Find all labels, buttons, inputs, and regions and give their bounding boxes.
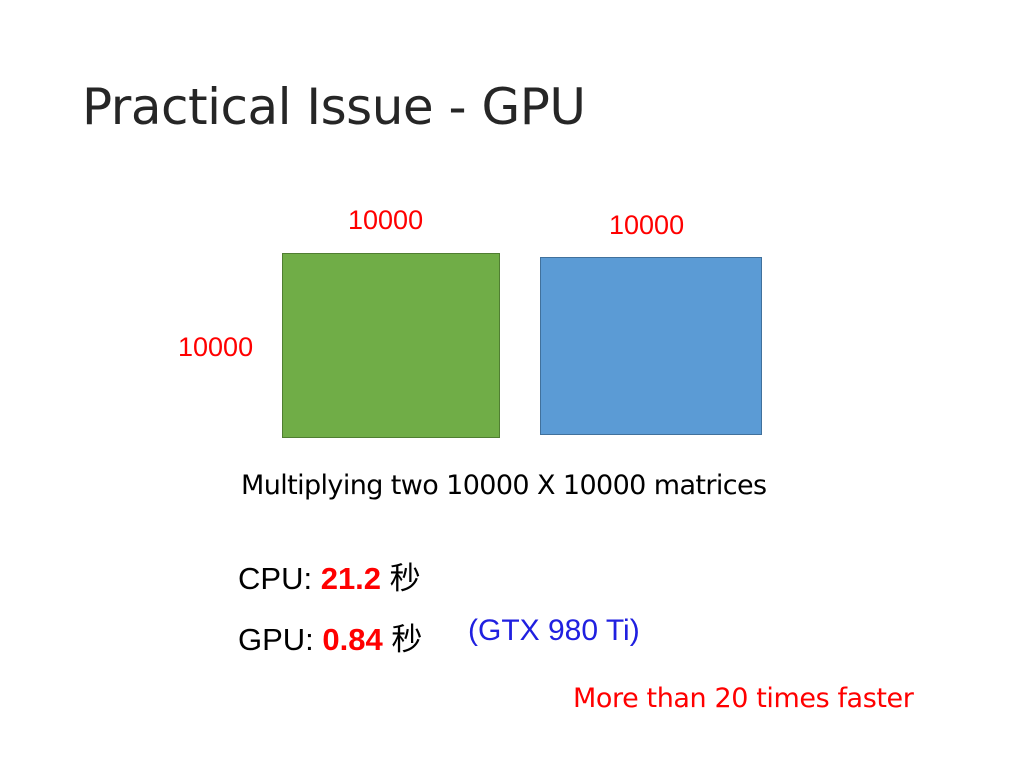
cpu-label: CPU: bbox=[238, 561, 313, 596]
gpu-time-unit: 秒 bbox=[391, 622, 423, 658]
gpu-label: GPU: bbox=[238, 622, 314, 657]
cpu-timing: CPU: 21.2 秒 bbox=[238, 553, 421, 598]
matrix-b-block bbox=[540, 257, 762, 435]
gpu-model-name: (GTX 980 Ti) bbox=[468, 614, 640, 647]
speedup-note: More than 20 times faster bbox=[573, 683, 914, 714]
matrix-a-block bbox=[282, 253, 500, 438]
cpu-time-value: 21.2 bbox=[320, 561, 382, 596]
gpu-time-value: 0.84 bbox=[322, 622, 383, 657]
matrix-a-row-count: 10000 bbox=[178, 332, 254, 362]
matrix-multiplication-caption: Multiplying two 10000 X 10000 matrices bbox=[241, 470, 767, 501]
matrix-b-column-count: 10000 bbox=[609, 210, 685, 240]
cpu-time-unit: 秒 bbox=[389, 561, 421, 597]
gpu-timing: GPU: 0.84 秒 bbox=[238, 614, 422, 659]
matrix-a-column-count: 10000 bbox=[348, 205, 424, 235]
slide-title: Practical Issue - GPU bbox=[82, 78, 586, 136]
